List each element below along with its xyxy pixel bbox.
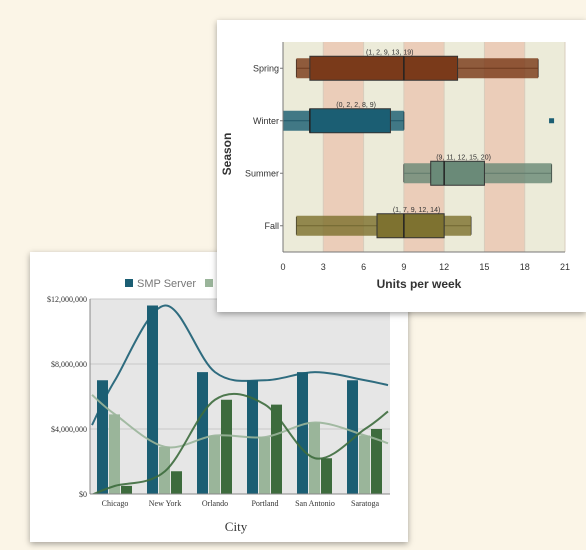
trend-line	[91, 392, 389, 494]
x-tick-label: Orlando	[202, 499, 228, 508]
box-plot: (1, 2, 9, 13, 19) (0, 2, 2, 8, 9) (9, 11, …	[220, 42, 570, 291]
bar-chart-legend: SMP Server	[125, 278, 227, 290]
y-tick-label: $8,000,000	[51, 360, 87, 369]
box-data-label: (9, 11, 12, 15, 20)	[436, 154, 491, 161]
box-plot-y-axis-title: Season	[220, 133, 234, 176]
bar	[221, 399, 232, 494]
x-tick-label: 12	[439, 262, 449, 272]
box-data-label: (0, 2, 2, 8, 9)	[336, 102, 376, 109]
bar	[321, 458, 332, 494]
bar	[109, 414, 120, 494]
x-tick-label: 3	[321, 262, 326, 272]
y-tick-label: $12,000,000	[47, 295, 87, 304]
x-tick-label: 15	[479, 262, 489, 272]
category-label: Fall	[264, 221, 279, 231]
bar	[121, 485, 132, 494]
box-iqr	[430, 160, 485, 186]
bar	[259, 437, 270, 494]
bar-chart-x-axis-title: City	[225, 519, 248, 534]
box-data-label: (1, 7, 9, 12, 14)	[393, 207, 440, 214]
box-plot-card: (1, 2, 9, 13, 19) (0, 2, 2, 8, 9) (9, 11, …	[217, 20, 586, 312]
bar	[347, 380, 358, 494]
category-label: Summer	[245, 168, 279, 178]
y-tick-label: $0	[79, 490, 87, 499]
bar-chart-grid	[90, 298, 390, 495]
box-iqr	[376, 213, 445, 239]
bar	[97, 380, 108, 494]
x-tick-label: 18	[520, 262, 530, 272]
x-tick-label: San Antonio	[295, 499, 335, 508]
bar	[359, 435, 370, 494]
x-tick-label: Chicago	[102, 499, 129, 508]
bar	[171, 471, 182, 494]
bar	[147, 305, 158, 494]
box-plot-x-axis-title: Units per week	[377, 277, 462, 291]
box-data-label: (1, 2, 9, 13, 19)	[366, 49, 413, 56]
box-plot-boxes: (1, 2, 9, 13, 19) (0, 2, 2, 8, 9) (9, 11, …	[282, 49, 555, 239]
x-tick-label: 21	[560, 262, 570, 272]
x-tick-label: 6	[361, 262, 366, 272]
category-label: Winter	[253, 116, 279, 126]
box-iqr	[309, 55, 459, 81]
x-tick-label: Saratoga	[351, 499, 379, 508]
trend-line	[91, 394, 389, 449]
category-label: Spring	[253, 63, 279, 73]
legend-swatch	[205, 279, 213, 287]
bar	[297, 372, 308, 494]
box-plot-axis: 0 3 6 9 12 15 18 21 Spring Winter Summer Fall	[245, 42, 570, 272]
bar	[371, 429, 382, 494]
bar	[209, 435, 220, 494]
bar	[197, 372, 208, 494]
plot-area	[90, 299, 390, 494]
outlier-point	[549, 118, 555, 124]
x-tick-label: 0	[280, 262, 285, 272]
legend-swatch	[125, 279, 133, 287]
bar-chart-axis: $0 $4,000,000 $8,000,000 $12,000,000 Chicago…	[47, 295, 390, 508]
bar	[271, 404, 282, 494]
x-tick-label: Portland	[251, 499, 278, 508]
box-iqr	[309, 108, 391, 134]
trend-line	[91, 304, 389, 426]
x-tick-label: New York	[149, 499, 181, 508]
x-tick-label: 9	[401, 262, 406, 272]
bar-chart-trend-lines	[91, 304, 389, 494]
legend-label: SMP Server	[137, 278, 196, 290]
y-tick-label: $4,000,000	[51, 425, 87, 434]
